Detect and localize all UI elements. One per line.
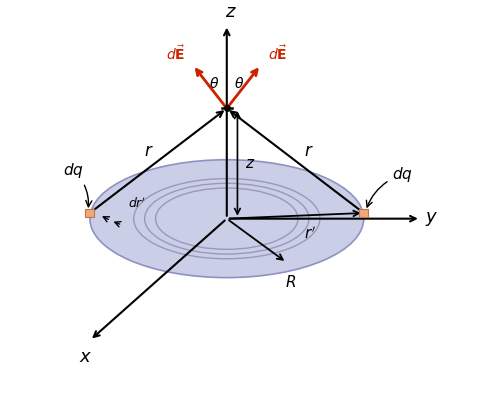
Ellipse shape: [90, 160, 363, 278]
Text: $d\vec{\mathbf{E}}$: $d\vec{\mathbf{E}}$: [268, 44, 287, 63]
Text: $\theta$: $\theta$: [209, 76, 219, 91]
Text: $x$: $x$: [79, 348, 93, 366]
Text: $z$: $z$: [245, 156, 256, 171]
Text: $dq$: $dq$: [366, 165, 413, 207]
Text: $z$: $z$: [225, 3, 237, 21]
Text: $dq$: $dq$: [63, 161, 92, 207]
Text: $d\vec{\mathbf{E}}$: $d\vec{\mathbf{E}}$: [166, 44, 185, 63]
Text: $\theta$: $\theta$: [234, 76, 244, 91]
FancyBboxPatch shape: [359, 209, 368, 217]
Text: $y$: $y$: [424, 210, 438, 228]
FancyBboxPatch shape: [85, 209, 94, 217]
Text: $R$: $R$: [285, 274, 296, 290]
Text: $r$: $r$: [144, 142, 154, 160]
Text: $r'$: $r'$: [304, 225, 317, 242]
Text: $r$: $r$: [303, 142, 314, 160]
Text: $dr'$: $dr'$: [128, 196, 146, 211]
